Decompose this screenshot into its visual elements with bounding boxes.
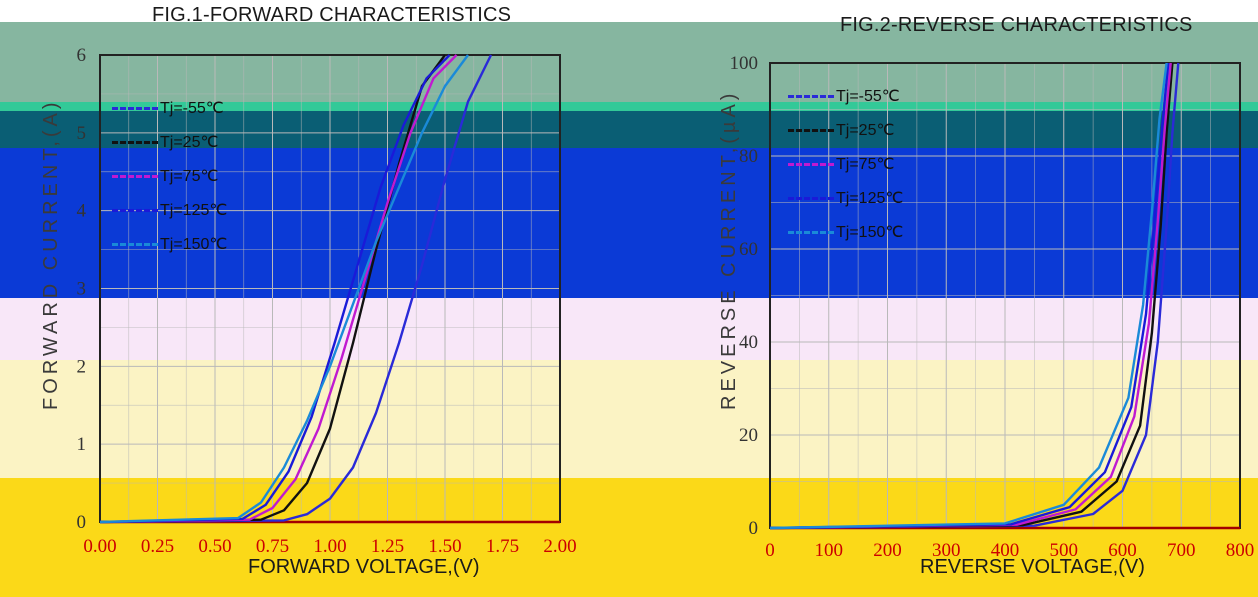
chart1-legend-item: Tj=25℃ bbox=[112, 132, 218, 152]
chart2-legend-label: Tj=125℃ bbox=[836, 190, 904, 207]
chart1-legend-label: Tj=75℃ bbox=[160, 168, 219, 185]
chart2-x-tick-label: 600 bbox=[1108, 540, 1137, 561]
chart1-x-tick-label: 0.75 bbox=[256, 536, 289, 557]
chart1-series-line-5 bbox=[99, 54, 469, 524]
chart2-x-tick-label: 400 bbox=[991, 540, 1020, 561]
chart2-legend-label: Tj=150℃ bbox=[836, 224, 904, 241]
chart1-x-tick-label: 2.00 bbox=[543, 536, 576, 557]
chart2-y-tick-label: 80 bbox=[739, 146, 758, 167]
chart1-y-tick-label: 0 bbox=[77, 512, 87, 533]
chart1-series-line-4 bbox=[99, 54, 451, 524]
chart2-x-tick-label: 300 bbox=[932, 540, 961, 561]
chart1-x-tick-label: 1.50 bbox=[428, 536, 461, 557]
chart2-y-tick-label: 40 bbox=[739, 332, 758, 353]
chart1-x-tick-label: 0.25 bbox=[141, 536, 174, 557]
chart1-y-tick-label: 3 bbox=[77, 279, 87, 300]
chart1-x-axis-label: FORWARD VOLTAGE,(V) bbox=[248, 556, 480, 578]
chart1-x-tick-label: 0.00 bbox=[83, 536, 116, 557]
chart2-legend-swatch bbox=[788, 197, 834, 201]
chart2-y-tick-label: 20 bbox=[739, 425, 758, 446]
background-band-2 bbox=[0, 102, 1258, 111]
chart1-y-tick-label: 2 bbox=[77, 356, 87, 377]
chart1-series-line-1 bbox=[99, 54, 493, 524]
chart1-x-tick-label: 1.25 bbox=[371, 536, 404, 557]
chart2-legend-label: Tj=75℃ bbox=[836, 156, 895, 173]
chart2-legend-swatch bbox=[788, 163, 834, 167]
chart2-x-tick-label: 500 bbox=[1050, 540, 1079, 561]
chart2-series-line-2 bbox=[769, 62, 1174, 530]
chart1-legend-swatch bbox=[112, 243, 158, 247]
chart2-legend-item: Tj=125℃ bbox=[788, 188, 903, 208]
chart2-y-tick-label: 0 bbox=[749, 518, 759, 539]
chart1-legend-item: Tj=75℃ bbox=[112, 166, 218, 186]
chart2-legend-item: Tj=75℃ bbox=[788, 154, 894, 174]
chart1-title: FIG.1-FORWARD CHARACTERISTICS bbox=[152, 4, 512, 26]
chart1-x-tick-label: 1.75 bbox=[486, 536, 519, 557]
chart2-series-line-5 bbox=[769, 62, 1168, 530]
chart1-x-tick-label: 0.50 bbox=[198, 536, 231, 557]
chart1-legend-label: Tj=25℃ bbox=[160, 134, 219, 151]
chart2-title: FIG.2-REVERSE CHARACTERISTICS bbox=[840, 14, 1193, 36]
background-band-4 bbox=[0, 148, 1258, 298]
chart1-series-line-3 bbox=[99, 54, 458, 524]
chart2-series-line-4 bbox=[769, 62, 1170, 530]
chart2-series-line-1 bbox=[769, 62, 1180, 530]
chart2-x-tick-label: 800 bbox=[1226, 540, 1255, 561]
chart2-x-tick-label: 200 bbox=[873, 540, 902, 561]
chart2-legend-item: Tj=150℃ bbox=[788, 222, 903, 242]
background-band-7 bbox=[0, 478, 1258, 597]
chart1-y-tick-label: 5 bbox=[77, 123, 87, 144]
background-band-5 bbox=[0, 298, 1258, 360]
background-band-6 bbox=[0, 360, 1258, 478]
chart2-x-tick-label: 100 bbox=[815, 540, 844, 561]
chart2-legend-label: Tj=25℃ bbox=[836, 122, 895, 139]
chart2-legend-item: Tj=25℃ bbox=[788, 120, 894, 140]
chart1-x-tick-label: 1.00 bbox=[313, 536, 346, 557]
chart1-legend-item: Tj=-55℃ bbox=[112, 98, 224, 118]
chart1-legend-swatch bbox=[112, 175, 158, 179]
chart1-legend-swatch bbox=[112, 107, 158, 111]
chart1-legend-swatch bbox=[112, 209, 158, 213]
chart1-legend-item: Tj=125℃ bbox=[112, 200, 227, 220]
chart2-y-tick-label: 60 bbox=[739, 239, 758, 260]
chart2-legend-swatch bbox=[788, 231, 834, 235]
chart1-y-tick-label: 6 bbox=[77, 45, 87, 66]
chart2-series-line-3 bbox=[769, 62, 1172, 530]
chart1-legend-item: Tj=150℃ bbox=[112, 234, 227, 254]
chart2-legend-item: Tj=-55℃ bbox=[788, 86, 900, 106]
chart1-legend-label: Tj=-55℃ bbox=[160, 100, 224, 117]
chart2-x-axis-label: REVERSE VOLTAGE,(V) bbox=[920, 556, 1145, 578]
chart1-y-tick-label: 1 bbox=[77, 434, 87, 455]
chart1-legend-swatch bbox=[112, 141, 158, 145]
chart1-legend-label: Tj=125℃ bbox=[160, 202, 228, 219]
chart2-x-tick-label: 0 bbox=[765, 540, 775, 561]
chart1-series-line-2 bbox=[99, 54, 446, 524]
chart2-legend-swatch bbox=[788, 95, 834, 99]
chart2-legend-swatch bbox=[788, 129, 834, 133]
chart2-legend-label: Tj=-55℃ bbox=[836, 88, 900, 105]
chart1-y-tick-label: 4 bbox=[77, 201, 87, 222]
chart2-x-tick-label: 700 bbox=[1167, 540, 1196, 561]
chart2-y-tick-label: 100 bbox=[730, 53, 759, 74]
background-band-3 bbox=[0, 111, 1258, 148]
chart1-legend-label: Tj=150℃ bbox=[160, 236, 228, 253]
